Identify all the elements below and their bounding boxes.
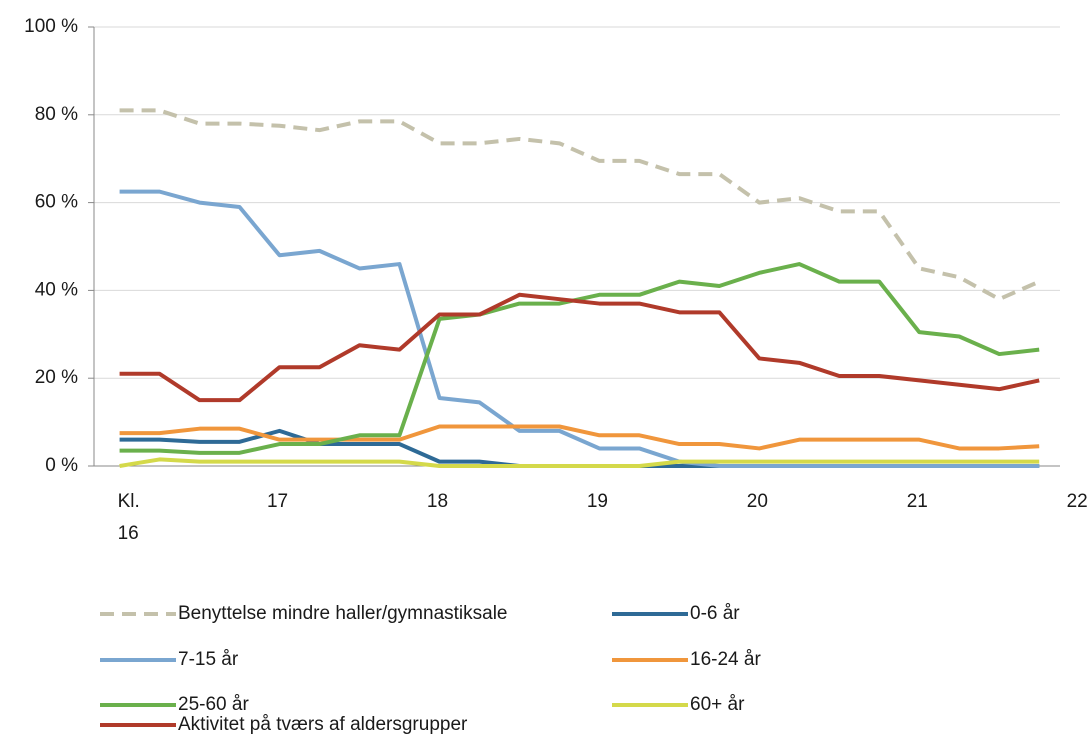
legend-label: 0-6 år	[690, 603, 740, 624]
y-tick-label: 60 %	[35, 192, 78, 213]
series-line	[119, 189, 1040, 468]
legend-label: Aktivitet på tværs af aldersgrupper	[178, 714, 468, 735]
x-tick-label: 20	[747, 491, 768, 512]
legend-label: 7-15 år	[178, 649, 239, 670]
series-line	[119, 424, 1040, 451]
legend-label: 25-60 år	[178, 694, 249, 715]
y-tick-label: 80 %	[35, 104, 78, 125]
series-line	[119, 262, 1040, 455]
y-tick-label: 0 %	[45, 455, 78, 476]
y-tick-label: 20 %	[35, 367, 78, 388]
x-tick-label: 22	[1067, 491, 1087, 512]
x-tick-label: 19	[587, 491, 608, 512]
legend-label: Benyttelse mindre haller/gymnastiksale	[178, 603, 508, 624]
x-tick-label: 18	[427, 491, 448, 512]
y-tick-label: 40 %	[35, 279, 78, 300]
series-line	[119, 108, 1041, 302]
series-line	[119, 457, 1040, 468]
x-tick-label: Kl. 16	[118, 491, 140, 544]
y-tick-label: 100 %	[24, 16, 78, 37]
x-tick-label: 17	[267, 491, 288, 512]
series-line	[119, 292, 1040, 403]
legend-label: 60+ år	[690, 694, 745, 715]
x-tick-label: 21	[907, 491, 928, 512]
legend-label: 16-24 år	[690, 649, 761, 670]
